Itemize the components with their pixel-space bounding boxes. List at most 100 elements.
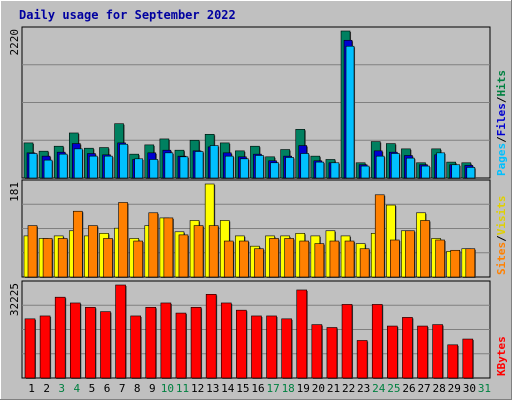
legend-entry: Hits [495,70,508,97]
bar-pages-day-28 [436,152,445,179]
bar-kbytes-day-28 [432,324,443,379]
bar-sites-day-23 [359,248,370,278]
bar-pages-day-26 [406,157,415,179]
x-tick-label: 31 [478,382,491,395]
bar-sites-day-7 [118,202,128,278]
bar-kbytes-day-5 [85,306,96,379]
legend-entry: Sites [495,242,508,275]
x-tick-label: 18 [282,382,295,395]
bar-kbytes-day-18 [281,318,292,379]
bar-kbytes-day-21 [326,327,338,379]
x-tick-label: 21 [327,382,340,395]
panel-kbytes: 32225 KBytes [8,280,508,379]
bar-pages-day-16 [255,155,264,179]
bar-kbytes-day-26 [402,317,413,379]
bar-kbytes-day-23 [356,340,368,379]
bar-sites-day-25 [390,239,400,278]
bar-kbytes-day-6 [100,311,111,379]
bar-sites-day-28 [435,239,445,278]
bar-kbytes-day-15 [236,309,247,379]
bar-pages-day-5 [89,155,98,179]
bar-sites-day-27 [420,220,430,278]
legend-entry: / [495,235,508,242]
bar-pages-day-15 [240,158,249,179]
x-tick-label: 11 [176,382,189,395]
x-tick-label: 13 [206,382,219,395]
bar-pages-day-19 [300,153,310,179]
panel-visits-sites: 181 Sites/Visits [8,179,508,278]
bar-sites-day-21 [329,240,340,278]
bar-sites-day-22 [344,240,355,278]
bar-kbytes-day-24 [371,304,383,379]
bar-kbytes-day-27 [417,325,428,379]
bar-sites-day-5 [88,225,98,278]
bar-sites-day-8 [133,240,143,278]
bar-pages-day-25 [391,153,400,179]
legend-entry: KBytes [495,336,508,376]
x-tick-label: 20 [312,382,325,395]
x-tick-label: 2 [43,382,50,395]
bar-pages-day-17 [270,162,279,179]
bar-pages-day-7 [119,143,128,179]
bar-sites-day-26 [405,230,415,278]
bar-sites-day-20 [314,243,325,278]
x-tick-label: 30 [463,382,476,395]
bar-sites-day-12 [193,225,204,278]
bar-sites-day-6 [103,238,113,278]
bar-pages-day-22 [345,45,355,179]
bar-sites-day-3 [57,238,68,278]
legend-kbytes: KBytes [495,336,508,376]
bar-kbytes-day-13 [205,294,217,379]
bar-sites-day-13 [208,225,219,278]
bar-pages-day-3 [58,153,68,179]
bar-kbytes-day-16 [251,315,262,379]
bar-sites-day-18 [284,238,294,278]
chart-title: Daily usage for September 2022 [19,8,236,22]
legend-visits-sites: Sites/Visits [495,196,508,276]
x-tick-label: 6 [104,382,111,395]
bar-kbytes-day-10 [160,302,172,379]
legend-entry: Pages [495,143,508,176]
x-tick-label: 8 [134,382,141,395]
bar-sites-day-9 [148,212,159,278]
bar-pages-day-30 [466,167,476,179]
bar-kbytes-day-1 [24,318,36,379]
bar-kbytes-day-2 [39,315,51,379]
x-tick-label: 12 [191,382,204,395]
bar-pages-day-6 [104,155,113,179]
bar-kbytes-day-17 [266,315,277,379]
chart-panels: 2220Pages/Files/Hits181Sites/Visits32225… [8,26,508,379]
bar-kbytes-day-22 [341,304,353,379]
x-tick-label: 26 [402,382,415,395]
y-max-label: 181 [8,182,21,202]
bar-sites-day-30 [465,248,476,278]
x-tick-label: 22 [342,382,355,395]
bar-pages-day-13 [209,145,219,179]
x-tick-label: 28 [433,382,446,395]
bar-pages-day-18 [285,157,294,179]
x-tick-label: 17 [266,382,279,395]
bar-sites-day-4 [72,210,83,278]
x-tick-label: 4 [74,382,81,395]
y-max-label: 32225 [8,283,21,316]
legend-entry: / [495,136,508,143]
bar-pages-day-1 [28,153,38,179]
bar-sites-day-10 [163,217,174,278]
bar-pages-day-21 [330,162,340,179]
bar-pages-day-14 [224,155,234,179]
bar-pages-day-12 [194,151,204,179]
bar-sites-day-16 [254,248,264,278]
legend-entry: Files [495,103,508,136]
x-tick-label: 7 [119,382,126,395]
bar-kbytes-day-19 [296,289,308,379]
bar-kbytes-day-8 [130,315,141,379]
x-tick-label: 16 [251,382,264,395]
bar-pages-day-11 [179,156,189,179]
x-tick-label: 14 [221,382,235,395]
bar-sites-day-14 [223,240,234,278]
x-tick-label: 29 [448,382,461,395]
legend-entry: Visits [495,196,508,236]
bar-kbytes-day-4 [69,302,81,379]
